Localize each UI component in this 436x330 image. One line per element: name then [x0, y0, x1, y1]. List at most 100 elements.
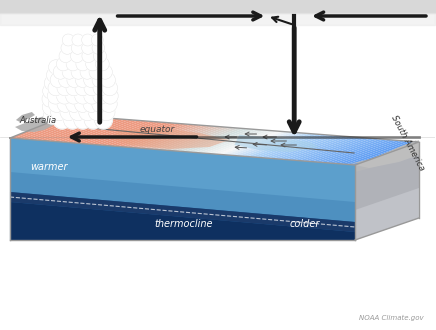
Circle shape — [88, 103, 106, 121]
Polygon shape — [256, 134, 322, 157]
Circle shape — [98, 65, 112, 79]
Circle shape — [91, 34, 103, 46]
Circle shape — [44, 75, 60, 91]
Polygon shape — [131, 124, 195, 148]
Circle shape — [54, 98, 71, 116]
Text: NOAA Climate.gov: NOAA Climate.gov — [359, 315, 424, 321]
Circle shape — [80, 65, 95, 79]
Polygon shape — [235, 135, 319, 152]
Circle shape — [93, 80, 109, 96]
Polygon shape — [355, 140, 419, 168]
Polygon shape — [243, 133, 309, 156]
Text: thermocline: thermocline — [155, 219, 213, 229]
Circle shape — [64, 111, 82, 129]
Polygon shape — [31, 117, 94, 140]
Circle shape — [66, 80, 82, 96]
Circle shape — [43, 83, 59, 99]
Polygon shape — [273, 136, 340, 159]
Circle shape — [85, 57, 99, 71]
Circle shape — [79, 103, 96, 121]
Circle shape — [48, 60, 63, 74]
Polygon shape — [347, 141, 415, 165]
Polygon shape — [152, 126, 217, 149]
Polygon shape — [299, 138, 366, 161]
Polygon shape — [355, 142, 419, 172]
Polygon shape — [157, 126, 221, 150]
Circle shape — [77, 83, 93, 99]
Circle shape — [76, 57, 90, 71]
Polygon shape — [19, 116, 81, 139]
Circle shape — [84, 88, 100, 104]
Polygon shape — [290, 137, 358, 160]
Polygon shape — [174, 128, 239, 151]
Polygon shape — [178, 128, 243, 151]
Polygon shape — [15, 115, 58, 132]
Circle shape — [48, 88, 64, 104]
Polygon shape — [308, 138, 375, 162]
Circle shape — [74, 111, 92, 129]
Text: warmer: warmer — [30, 162, 68, 172]
Circle shape — [74, 106, 92, 124]
Polygon shape — [349, 140, 417, 164]
Circle shape — [74, 68, 89, 82]
Polygon shape — [118, 123, 182, 147]
Circle shape — [58, 73, 74, 87]
Circle shape — [42, 91, 59, 107]
Circle shape — [57, 96, 74, 113]
Polygon shape — [351, 142, 419, 165]
Polygon shape — [316, 139, 384, 162]
Polygon shape — [49, 118, 112, 141]
Circle shape — [59, 50, 72, 63]
Circle shape — [72, 42, 84, 54]
Polygon shape — [338, 141, 406, 164]
Circle shape — [95, 57, 109, 71]
Polygon shape — [252, 134, 318, 157]
Circle shape — [82, 42, 94, 54]
Circle shape — [67, 73, 82, 87]
Text: South America: South America — [389, 114, 426, 172]
Polygon shape — [110, 128, 229, 149]
Polygon shape — [208, 131, 274, 154]
Circle shape — [65, 88, 82, 104]
Polygon shape — [60, 115, 110, 125]
Circle shape — [47, 68, 61, 82]
Circle shape — [48, 80, 64, 96]
Circle shape — [54, 106, 72, 124]
Polygon shape — [221, 132, 287, 155]
Polygon shape — [109, 123, 173, 146]
Polygon shape — [183, 128, 248, 152]
Polygon shape — [23, 116, 85, 139]
Polygon shape — [83, 121, 147, 144]
Polygon shape — [295, 137, 362, 161]
Polygon shape — [40, 117, 103, 141]
Polygon shape — [88, 121, 151, 145]
Circle shape — [60, 68, 75, 82]
Circle shape — [62, 65, 76, 79]
Polygon shape — [342, 141, 410, 164]
Polygon shape — [355, 142, 419, 240]
Polygon shape — [334, 140, 401, 164]
Circle shape — [83, 96, 100, 113]
Circle shape — [53, 65, 68, 79]
Circle shape — [66, 96, 82, 113]
Circle shape — [82, 34, 94, 46]
Polygon shape — [325, 140, 392, 163]
Polygon shape — [10, 138, 355, 240]
Circle shape — [65, 75, 81, 91]
Circle shape — [100, 96, 117, 113]
Circle shape — [55, 75, 70, 91]
Polygon shape — [329, 140, 397, 163]
Polygon shape — [16, 112, 35, 122]
Circle shape — [102, 88, 118, 104]
Polygon shape — [58, 119, 120, 142]
Circle shape — [100, 73, 116, 87]
Polygon shape — [10, 202, 355, 240]
Polygon shape — [126, 124, 191, 148]
Circle shape — [77, 91, 94, 107]
Polygon shape — [191, 129, 256, 152]
Circle shape — [71, 65, 85, 79]
Polygon shape — [234, 133, 300, 156]
Polygon shape — [36, 117, 99, 140]
Polygon shape — [135, 125, 199, 148]
Circle shape — [93, 50, 106, 63]
